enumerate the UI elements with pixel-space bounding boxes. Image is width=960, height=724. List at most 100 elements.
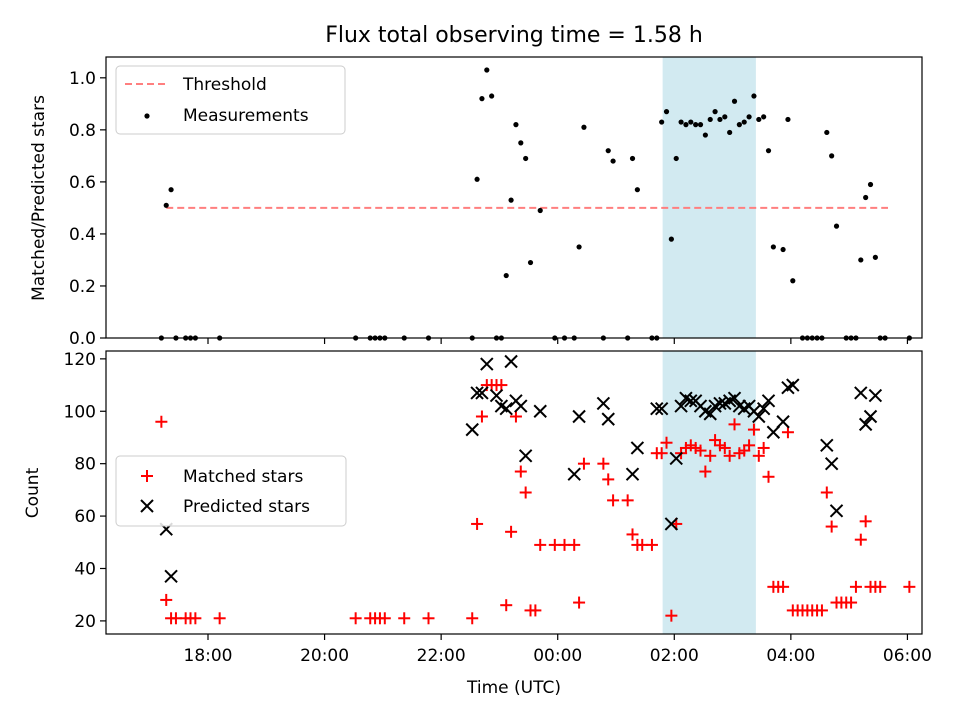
predicted-star-point	[829, 504, 844, 518]
matched-star-point	[718, 441, 731, 454]
measurement-point	[785, 116, 791, 123]
predicted-star-point	[480, 357, 494, 371]
top-legend: Threshold Measurements	[115, 65, 346, 135]
measurement-point	[751, 93, 757, 99]
matched-star-point	[781, 426, 794, 439]
legend-measurements-swatch	[144, 113, 150, 119]
predicted-star-point	[674, 399, 688, 413]
measurement-point	[717, 116, 723, 123]
predicted-star-point	[761, 394, 776, 408]
predicted-star-point	[824, 456, 839, 471]
measurement-point	[668, 236, 674, 242]
predicted-star-point	[820, 438, 834, 453]
measurement-point	[634, 187, 640, 193]
matched-star-point	[825, 520, 838, 533]
measurement-point	[736, 122, 742, 128]
predicted-star-point	[596, 396, 611, 411]
matched-star-point	[534, 538, 547, 551]
matched-star-point	[694, 444, 707, 457]
matched-star-point	[155, 415, 168, 428]
x-axis-label: Time (UTC)	[466, 678, 561, 698]
measurement-point	[576, 244, 582, 250]
matched-star-point	[529, 604, 542, 617]
x-tick-label: 04:00	[766, 646, 815, 666]
legend-matched-swatch	[141, 470, 153, 482]
x-tick-label: 20:00	[300, 646, 349, 666]
measurement-point	[484, 67, 490, 73]
legend-predicted-label: Predicted stars	[183, 497, 310, 517]
measurement-point	[833, 223, 840, 229]
measurement-point	[790, 278, 796, 284]
predicted-star-point	[489, 388, 504, 403]
bottom-axis-ticks: 18:00 20:00 22:00 00:00 02:00 04:00 06:00 20 40 6…	[64, 350, 932, 666]
predicted-star-point	[470, 386, 484, 400]
predicted-star-point	[465, 422, 479, 437]
measurement-point	[673, 155, 679, 162]
predicted-star-point	[858, 417, 873, 432]
top-y-tick-label: 0.8	[69, 121, 96, 141]
bottom-legend-box	[115, 455, 347, 527]
predicted-star-point	[504, 354, 518, 369]
measurement-point	[513, 122, 519, 128]
measurement-point	[678, 119, 684, 125]
matched-star-point	[577, 457, 590, 470]
measurement-point	[746, 114, 752, 120]
matched-star-point	[820, 486, 833, 499]
matched-star-point	[704, 449, 717, 462]
matched-star-point	[723, 449, 736, 462]
predicted-stars-series	[159, 354, 883, 584]
bottom-legend: Matched stars Predicted stars	[115, 455, 347, 527]
matched-star-point	[859, 515, 872, 528]
matched-star-point	[514, 465, 527, 478]
measurement-point	[610, 158, 616, 164]
measurement-point	[629, 155, 636, 162]
predicted-star-point	[572, 409, 586, 424]
matched-star-point	[874, 580, 887, 593]
matched-star-point	[500, 599, 513, 612]
matched-star-point	[728, 418, 741, 431]
predicted-star-point	[756, 401, 771, 416]
measurement-point	[537, 207, 543, 214]
top-y-axis-label: Matched/Predicted stars	[29, 95, 49, 301]
matched-star-point	[509, 410, 522, 423]
measurement-point	[707, 116, 713, 123]
legend-predicted-swatch	[140, 499, 154, 513]
matched-star-point	[378, 612, 391, 625]
matched-star-point	[845, 596, 858, 609]
predicted-star-point	[475, 386, 489, 400]
predicted-star-point	[499, 401, 513, 416]
bottom-axes-frame	[105, 350, 923, 635]
measurement-point	[605, 148, 611, 154]
measurement-point	[693, 122, 699, 128]
x-tick-label: 22:00	[417, 646, 466, 666]
matched-star-point	[213, 612, 226, 625]
matched-star-point	[854, 533, 867, 546]
measurement-point	[659, 119, 665, 125]
matched-star-point	[597, 457, 610, 470]
matched-star-point	[495, 379, 508, 392]
bottom-y-tick-label: 80	[74, 455, 96, 475]
matched-star-point	[422, 612, 435, 625]
measurement-point	[761, 114, 767, 120]
measurement-point	[697, 122, 704, 128]
x-tick-label: 00:00	[533, 646, 582, 666]
bottom-panel: 18:00 20:00 22:00 00:00 02:00 04:00 06:00 20 40 6…	[23, 350, 932, 698]
measurement-point	[727, 129, 733, 136]
measurement-point	[503, 272, 509, 279]
bottom-y-axis-label: Count	[23, 467, 43, 518]
matched-star-point	[903, 580, 916, 593]
measurement-point	[581, 124, 587, 130]
top-axis-ticks: 0.0 0.2 0.4 0.6 0.8 1.0	[69, 69, 909, 349]
measurement-point	[863, 194, 869, 201]
top-y-tick-label: 0.6	[69, 173, 96, 193]
predicted-star-point	[727, 391, 742, 405]
measurement-point	[702, 132, 708, 138]
matched-star-point	[747, 423, 760, 436]
predicted-star-point	[863, 409, 878, 424]
top-highlight-band	[662, 57, 756, 338]
measurement-point	[712, 109, 718, 115]
predicted-star-point	[868, 388, 883, 403]
measurement-point	[722, 114, 728, 120]
bottom-y-tick-label: 120	[64, 350, 96, 370]
predicted-star-point	[752, 409, 766, 424]
